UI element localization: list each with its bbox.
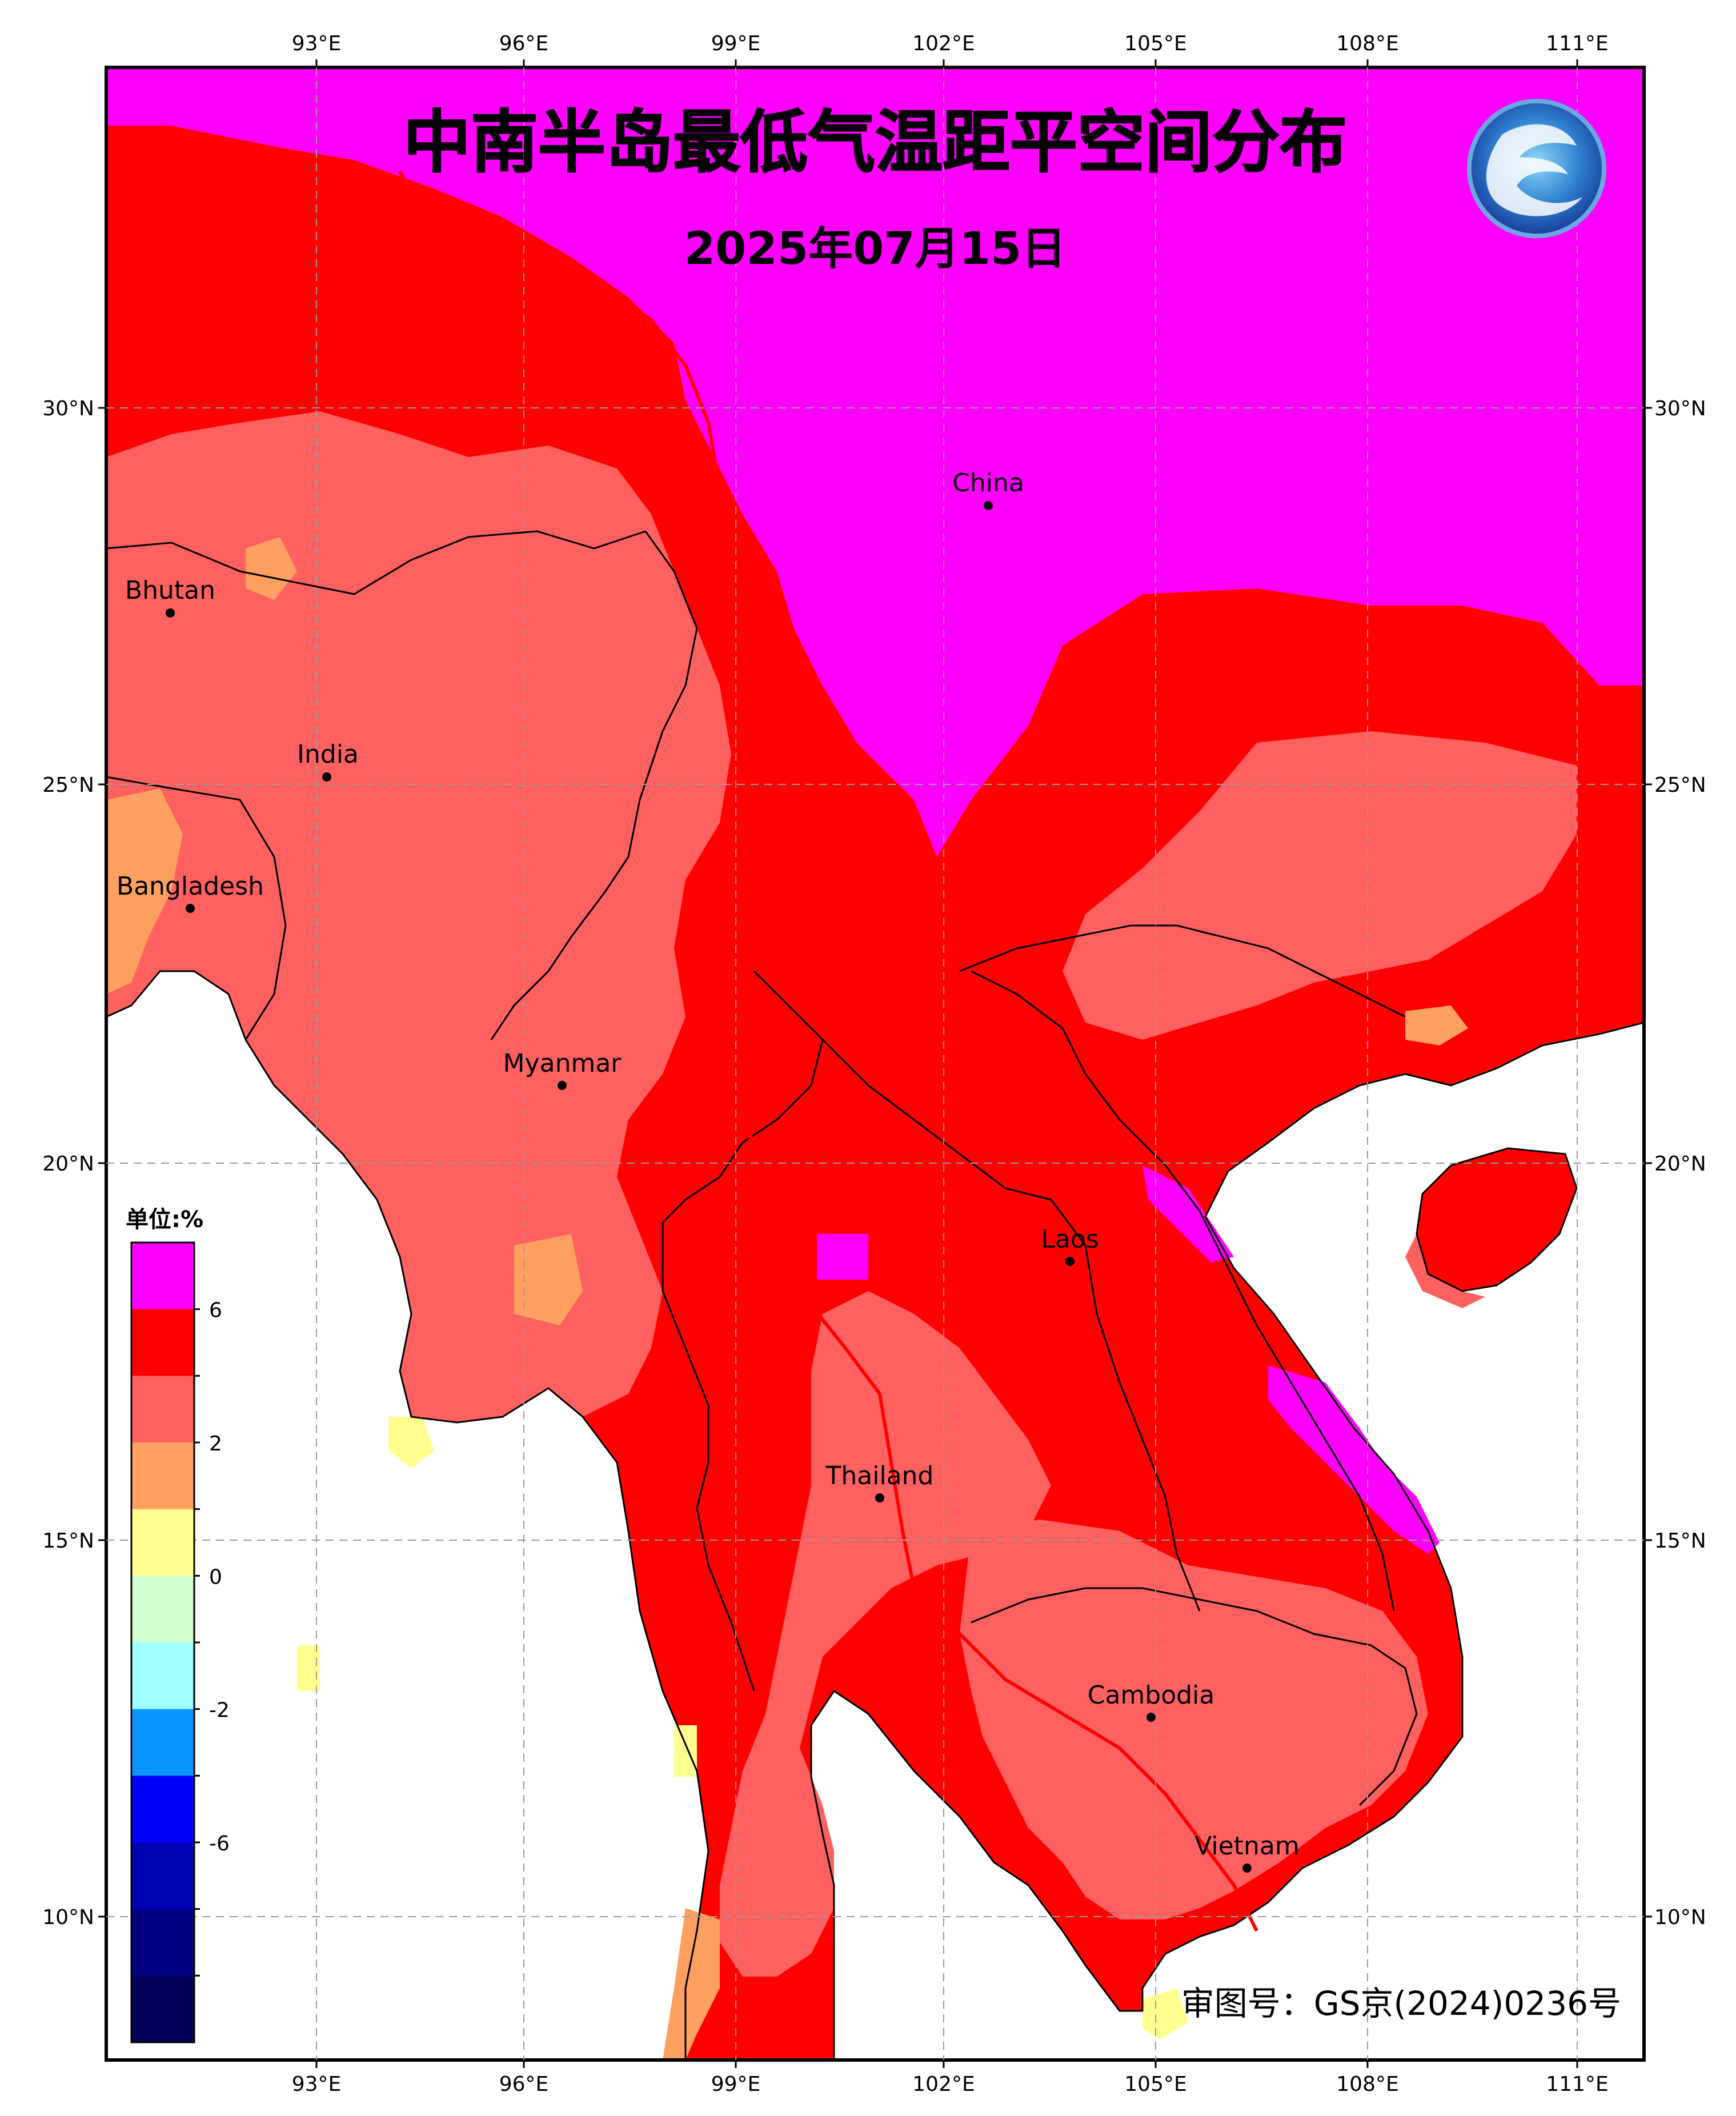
lat-tick-label-right: 30°N [1654, 397, 1706, 420]
legend-swatch [131, 1509, 194, 1576]
lon-tick-label-bottom: 99°E [711, 2073, 761, 2096]
legend-tick-label: -6 [209, 1832, 230, 1855]
map-date: 2025年07月15日 [684, 223, 1066, 275]
legend-ticks: 6 2 0 -2 -6 [194, 1299, 230, 1977]
legend-tick-label: 2 [209, 1432, 222, 1456]
boundary-lines [106, 530, 1644, 2060]
map-frame [105, 66, 1646, 2062]
legend-swatch [131, 1576, 194, 1643]
border-laos-thailand [821, 1039, 1201, 1612]
legend-swatch [131, 1709, 194, 1776]
border-cambodia [971, 1587, 1418, 1806]
lat-tick-label-left: 15°N [42, 1529, 94, 1553]
lon-tick-label-top: 99°E [711, 32, 761, 55]
lat-tick-label-left: 20°N [42, 1152, 94, 1176]
lon-tick-label-top: 96°E [499, 32, 549, 55]
place-label: China [952, 468, 1024, 498]
anomaly-zone-2-4-central [720, 1291, 1051, 1977]
place-marker [1242, 1863, 1252, 1873]
lat-tick-label-right: 25°N [1654, 774, 1706, 797]
place-label: Cambodia [1088, 1681, 1215, 1710]
legend-swatch [131, 1243, 194, 1310]
tibet-boundary [398, 170, 721, 492]
place-label: India [297, 740, 359, 769]
lon-tick-label-bottom: 96°E [499, 2073, 549, 2096]
legend-swatch [131, 1975, 194, 2043]
legend-tick-label: 6 [209, 1299, 222, 1322]
place-marker [558, 1081, 567, 1090]
lat-tick-label-left: 10°N [42, 1906, 94, 1929]
legend-tick-label: -2 [209, 1699, 230, 1722]
lat-tick-label-right: 10°N [1654, 1906, 1706, 1929]
legend-swatch [131, 1642, 194, 1710]
coastline-gulf-of-thailand [810, 1021, 1644, 2060]
place-label: Bangladesh [117, 872, 264, 901]
place-marker [1146, 1713, 1156, 1722]
border-india-myanmar [490, 531, 698, 1040]
place-marker [875, 1493, 884, 1502]
anomaly-field [106, 67, 1644, 2060]
legend-tick-label: 0 [209, 1565, 222, 1589]
lon-tick-label-bottom: 93°E [292, 2073, 342, 2096]
axis-ticks: 93°E 93°E 96°E 96°E 99°E 99°E 102°E 102°E 105°E 1… [42, 32, 1706, 2096]
lon-tick-label-top: 108°E [1336, 32, 1398, 55]
place-label: Thailand [825, 1461, 934, 1490]
graticule [106, 67, 1644, 2060]
place-labels: China Bhutan India Bangladesh Myanmar Laos Tha… [117, 468, 1300, 1873]
dragon-logo-icon [1467, 99, 1606, 238]
legend-swatch [131, 1376, 194, 1443]
place-marker [322, 772, 331, 782]
lon-tick-label-bottom: 102°E [912, 2073, 975, 2096]
legend-colorbar [130, 1241, 195, 2043]
place-label: Laos [1041, 1225, 1098, 1254]
lon-tick-label-top: 93°E [292, 32, 342, 55]
place-marker [1065, 1257, 1075, 1266]
lon-tick-label-top: 111°E [1546, 32, 1608, 55]
coastline-bay-of-bengal [106, 970, 709, 2060]
approval-number: 审图号：GS京(2024)0236号 [1181, 1984, 1621, 2023]
legend-swatch [131, 1909, 194, 1976]
border-china-north [959, 924, 1406, 1018]
border-bhutan [106, 530, 646, 595]
legend-swatch [131, 1442, 194, 1510]
lon-tick-label-bottom: 108°E [1336, 2073, 1398, 2096]
legend-unit: 单位:% [126, 1207, 203, 1233]
border-bangladesh [106, 776, 287, 1040]
border-myanmar-thailand [661, 970, 824, 1692]
lon-tick-label-bottom: 105°E [1124, 2073, 1186, 2096]
anomaly-zone-2-4-east [1063, 731, 1577, 1040]
highlight-borders [398, 170, 1258, 1932]
place-marker [166, 608, 175, 618]
anomaly-zone-2-4-west [106, 411, 731, 1422]
mekong-boundary [740, 982, 1258, 1932]
legend-swatch [131, 1776, 194, 1843]
legend-swatch [131, 1842, 194, 1910]
place-label: Myanmar [503, 1049, 622, 1078]
lat-tick-label-left: 30°N [42, 397, 94, 420]
lat-tick-label-right: 15°N [1654, 1529, 1706, 1553]
place-label: Bhutan [125, 576, 215, 605]
lat-tick-label-right: 20°N [1654, 1152, 1706, 1176]
hainan-island-edge [1405, 1234, 1485, 1308]
lon-tick-label-top: 105°E [1124, 32, 1186, 55]
lon-tick-label-top: 102°E [912, 32, 975, 55]
anomaly-zone-2-4-south [960, 1520, 1428, 1919]
coastline-hainan [1416, 1147, 1578, 1292]
border-laos-vietnam [971, 970, 1395, 1612]
place-marker [186, 904, 195, 913]
hainan-island-fill [1417, 1148, 1577, 1291]
anomaly-zone-above-6 [106, 67, 1644, 857]
place-label: Vietnam [1194, 1832, 1299, 1861]
lat-tick-label-left: 25°N [42, 774, 94, 797]
legend: 单位:% 6 2 0 -2 -6 [126, 1207, 230, 2043]
legend-swatch [131, 1309, 194, 1376]
place-marker [984, 501, 993, 510]
map-title: 中南半岛最低气温距平空间分布 [403, 103, 1347, 182]
lon-tick-label-bottom: 111°E [1546, 2073, 1608, 2096]
